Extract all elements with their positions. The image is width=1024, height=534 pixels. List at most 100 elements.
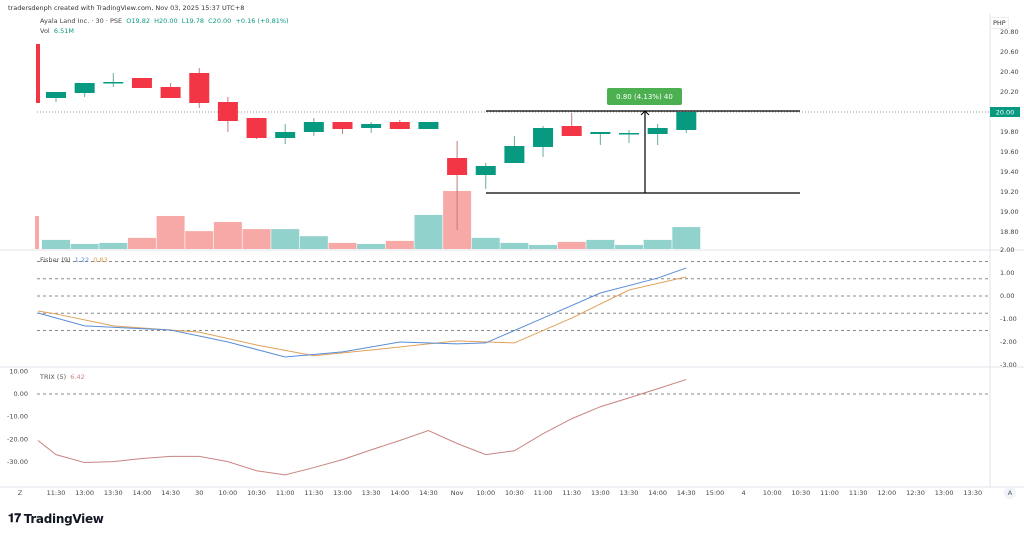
time-axis-label: 10:30	[792, 489, 811, 497]
fisher-axis-label: 2.00	[1000, 246, 1014, 254]
auto-scale-label: A	[1008, 489, 1013, 497]
candle-body[interactable]	[504, 146, 525, 163]
price-axis-label: 19.40	[1000, 168, 1019, 176]
fisher-title[interactable]: Fisher (9)	[40, 256, 71, 264]
fisher-value: 1.22	[74, 256, 90, 264]
candle-body[interactable]	[103, 82, 124, 84]
candle-body[interactable]	[676, 112, 697, 130]
symbol-legend: Ayala Land Inc. · 30 · PSE O19.82 H20.00…	[40, 16, 289, 36]
time-axis-label: Nov	[451, 489, 464, 497]
time-axis-label: 14:00	[648, 489, 667, 497]
candle-body[interactable]	[46, 92, 66, 98]
candle-body[interactable]	[74, 83, 95, 93]
currency-label[interactable]: PHP	[990, 17, 1009, 29]
price-axis-label: 18.80	[1000, 228, 1019, 236]
candle-body[interactable]	[303, 122, 324, 132]
fisher-line	[37, 267, 687, 358]
ohlc-low: L19.78	[181, 17, 204, 25]
time-axis-label: 13:00	[75, 489, 94, 497]
volume-bar	[99, 242, 128, 249]
candle-body[interactable]	[36, 44, 40, 103]
candle-body[interactable]	[332, 122, 353, 129]
ohlc-close: C20.00	[208, 17, 232, 25]
time-axis-label: 10:00	[763, 489, 782, 497]
time-axis-label: 10:00	[476, 489, 495, 497]
measure-label-box[interactable]	[607, 88, 682, 105]
fisher-axis-label: 1.00	[1000, 269, 1014, 277]
volume-bar	[557, 241, 586, 249]
candle-body[interactable]	[361, 124, 382, 128]
volume-bar	[127, 237, 156, 249]
candle-body[interactable]	[590, 132, 611, 134]
fisher-axis-label: -2.00	[1000, 338, 1017, 346]
price-change: +0.16 (+0.81%)	[235, 17, 289, 25]
time-axis-label: 13:00	[333, 489, 352, 497]
last-price-badge	[990, 107, 1020, 117]
volume-bar	[357, 243, 386, 249]
volume-bar	[42, 239, 70, 249]
trix-axis-label: -20.00	[7, 435, 28, 443]
candle-body[interactable]	[275, 132, 296, 138]
time-axis-label: 13:00	[935, 489, 954, 497]
volume-bar	[35, 215, 39, 249]
trix-axis-label: 0.00	[14, 390, 28, 398]
ohlc-open: O19.82	[126, 17, 150, 25]
timezone-label: Z	[18, 489, 23, 497]
time-axis-label: 11:30	[849, 489, 868, 497]
candle-body[interactable]	[418, 122, 439, 129]
candle-body[interactable]	[217, 102, 238, 121]
time-axis-label: 11:00	[820, 489, 839, 497]
candle-body[interactable]	[160, 87, 181, 98]
time-axis-label: 14:00	[133, 489, 152, 497]
candle-body[interactable]	[389, 122, 410, 129]
trix-axis-label: -10.00	[7, 413, 28, 421]
volume-bar	[70, 243, 99, 249]
candle-body[interactable]	[189, 73, 210, 103]
time-axis-label: 10:30	[505, 489, 524, 497]
volume-bar	[672, 227, 701, 249]
volume-bar	[185, 231, 214, 249]
ohlc-high: H20.00	[154, 17, 178, 25]
volume-bar	[586, 239, 615, 249]
time-axis-label: 11:00	[534, 489, 553, 497]
time-axis-label: 14:30	[677, 489, 696, 497]
price-axis-label: 20.40	[1000, 68, 1019, 76]
trix-axis-label: 10.00	[9, 367, 28, 375]
price-axis-label: 20.80	[1000, 28, 1019, 36]
volume-bar	[385, 240, 414, 249]
auto-scale-button[interactable]	[1004, 487, 1016, 499]
price-axis-label: 19.00	[1000, 208, 1019, 216]
time-axis-label: 10:00	[219, 489, 238, 497]
trix-line	[37, 378, 687, 476]
candle-body[interactable]	[647, 128, 668, 134]
candle-body[interactable]	[131, 78, 152, 88]
measure-arrow-head-icon	[640, 110, 650, 116]
time-axis-label: 14:30	[419, 489, 438, 497]
time-axis-label: 30	[195, 489, 203, 497]
time-axis-label: 10:30	[247, 489, 266, 497]
price-axis-label: 20.20	[1000, 88, 1019, 96]
volume-bar	[156, 215, 185, 249]
price-axis-label: 19.80	[1000, 128, 1019, 136]
fisher-trigger-line	[37, 276, 687, 357]
symbol-name[interactable]: Ayala Land Inc. · 30 · PSE	[40, 17, 123, 25]
candle-body[interactable]	[619, 133, 639, 135]
time-axis-label: 13:00	[591, 489, 610, 497]
candle-body[interactable]	[533, 128, 554, 147]
fisher-axis-label: 0.00	[1000, 292, 1014, 300]
volume-bar	[299, 236, 328, 249]
volume-bar	[529, 244, 558, 249]
candle-body[interactable]	[447, 158, 468, 175]
candle-body[interactable]	[246, 118, 267, 138]
volume-bar	[615, 244, 643, 249]
time-axis-label: 13:30	[362, 489, 381, 497]
candle-body[interactable]	[475, 166, 496, 175]
trix-title[interactable]: TRIX (5)	[40, 373, 67, 381]
time-axis-label: 13:30	[963, 489, 982, 497]
volume-bar	[500, 242, 529, 249]
time-axis-label: 14:30	[161, 489, 180, 497]
candle-body[interactable]	[561, 126, 582, 136]
fisher-axis-label: -1.00	[1000, 315, 1017, 323]
volume-bar	[471, 237, 500, 249]
